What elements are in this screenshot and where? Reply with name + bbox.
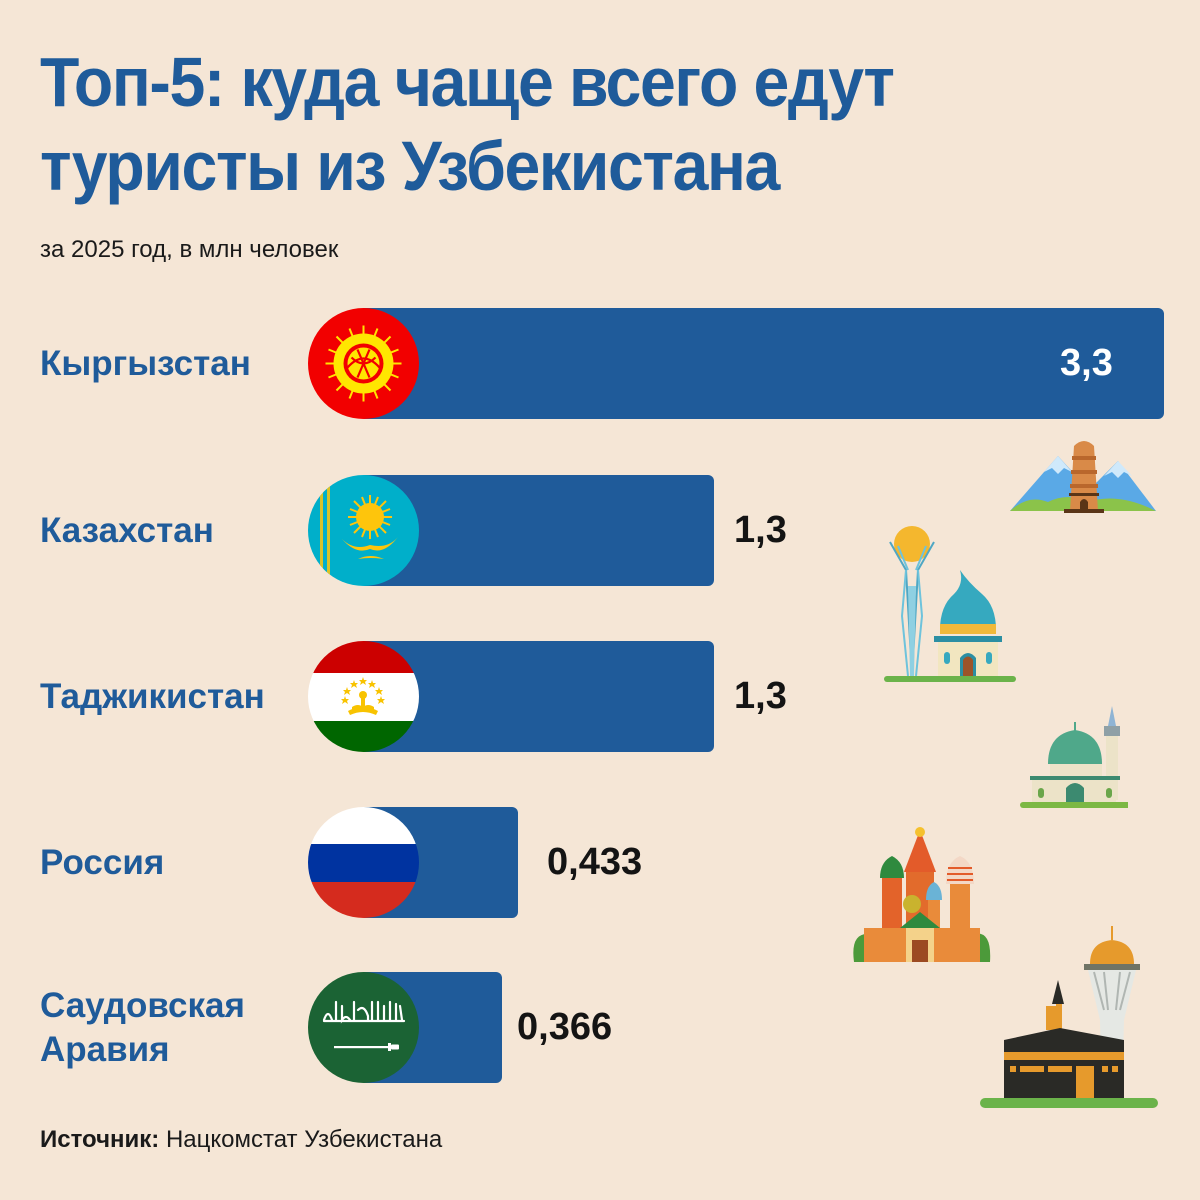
tajikistan-flag-icon xyxy=(308,641,419,752)
bar-row-tajikistan: Таджикистан 1,3 xyxy=(0,641,1200,752)
title-line-1: Топ-5: куда чаще всего едут xyxy=(40,43,895,121)
value-label: 3,3 xyxy=(1060,342,1113,384)
bar-row-kazakhstan: Казахстан 1,3 xyxy=(0,475,1200,586)
burana-tower-illustration xyxy=(1008,436,1158,514)
baiterek-mosque-illustration xyxy=(884,526,1016,684)
value-label: 0,433 xyxy=(547,841,643,883)
value-label: 1,3 xyxy=(734,509,787,551)
country-label: Таджикистан xyxy=(40,676,265,716)
russia-flag-icon xyxy=(308,807,419,918)
kyrgyzstan-flag-icon xyxy=(308,308,419,419)
kaaba-tower-illustration xyxy=(980,920,1158,1110)
bar-row-russia: Россия 0,433 xyxy=(0,807,1200,918)
country-label: Россия xyxy=(40,842,165,882)
source-note: Источник: Нацкомстат Узбекистана xyxy=(40,1126,442,1154)
bar-row-kyrgyzstan: Кыргызстан 3,3 xyxy=(0,308,1200,419)
mosque-minaret-illustration xyxy=(1012,704,1132,808)
bar xyxy=(364,308,1164,419)
bar xyxy=(364,641,714,752)
st-basils-cathedral-illustration xyxy=(850,812,992,966)
country-label: Кыргызстан xyxy=(40,343,251,383)
title-line-2: туристы из Узбекистана xyxy=(40,127,780,205)
value-label: 1,3 xyxy=(734,675,787,717)
bar xyxy=(364,475,714,586)
kazakhstan-flag-icon xyxy=(308,475,419,586)
chart-subtitle: за 2025 год, в млн человек xyxy=(40,236,339,263)
source-value: Нацкомстат Узбекистана xyxy=(165,1126,443,1153)
page-title: Топ-5: куда чаще всего едут туристы из У… xyxy=(40,40,1052,208)
bar-row-saudi-arabia: Саудовская Аравия 0,366 xyxy=(0,972,1200,1083)
source-label: Источник: xyxy=(40,1126,160,1153)
saudi-arabia-flag-icon xyxy=(308,972,419,1083)
value-label: 0,366 xyxy=(517,1006,613,1048)
country-label: Саудовская Аравия xyxy=(40,985,245,1069)
country-label: Казахстан xyxy=(40,510,214,550)
